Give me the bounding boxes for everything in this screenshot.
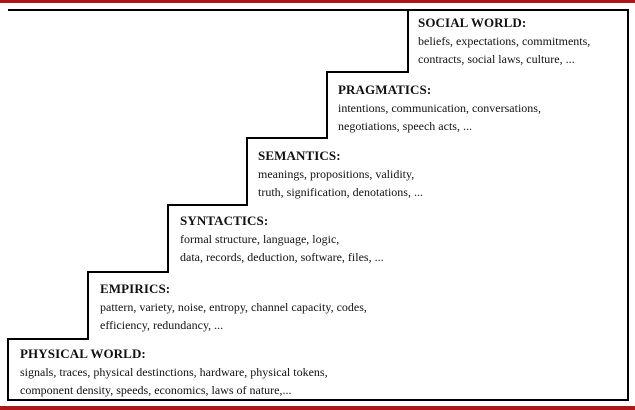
step-description-line: intentions, communication, conversations… [338, 101, 541, 115]
step-title: PHYSICAL WORLD: [20, 346, 146, 361]
step-description-line: formal structure, language, logic, [180, 232, 340, 246]
step-description-line: data, records, deduction, software, file… [180, 250, 384, 264]
step-title: EMPIRICS: [100, 281, 171, 296]
step-title: SEMANTICS: [258, 148, 341, 163]
step-syntactics: SYNTACTICS: formal structure, language, … [180, 213, 384, 266]
step-description-line: contracts, social laws, culture, ... [418, 52, 575, 66]
step-title: SYNTACTICS: [180, 213, 269, 228]
step-social-world: SOCIAL WORLD: beliefs, expectations, com… [418, 15, 590, 68]
step-title: SOCIAL WORLD: [418, 15, 527, 30]
step-pragmatics: PRAGMATICS: intentions, communication, c… [338, 82, 541, 135]
step-description-line: negotiations, speech acts, ... [338, 119, 472, 133]
step-description-line: pattern, variety, noise, entropy, channe… [100, 300, 367, 314]
staircase-outline [7, 9, 629, 401]
top-border-rule [0, 0, 635, 3]
step-title: PRAGMATICS: [338, 82, 432, 97]
step-description-line: beliefs, expectations, commitments, [418, 34, 591, 48]
step-description-line: signals, traces, physical destinctions, … [20, 365, 328, 379]
step-description-line: component density, speeds, economics, la… [20, 383, 292, 397]
step-empirics: EMPIRICS: pattern, variety, noise, entro… [100, 281, 367, 334]
step-description-line: meanings, propositions, validity, [258, 167, 415, 181]
step-description-line: truth, signification, denotations, ... [258, 185, 423, 199]
step-physical-world: PHYSICAL WORLD: signals, traces, physica… [20, 346, 328, 399]
bottom-border-rule [0, 406, 635, 410]
step-description-line: efficiency, redundancy, ... [100, 318, 224, 332]
step-semantics: SEMANTICS: meanings, propositions, valid… [258, 148, 423, 201]
